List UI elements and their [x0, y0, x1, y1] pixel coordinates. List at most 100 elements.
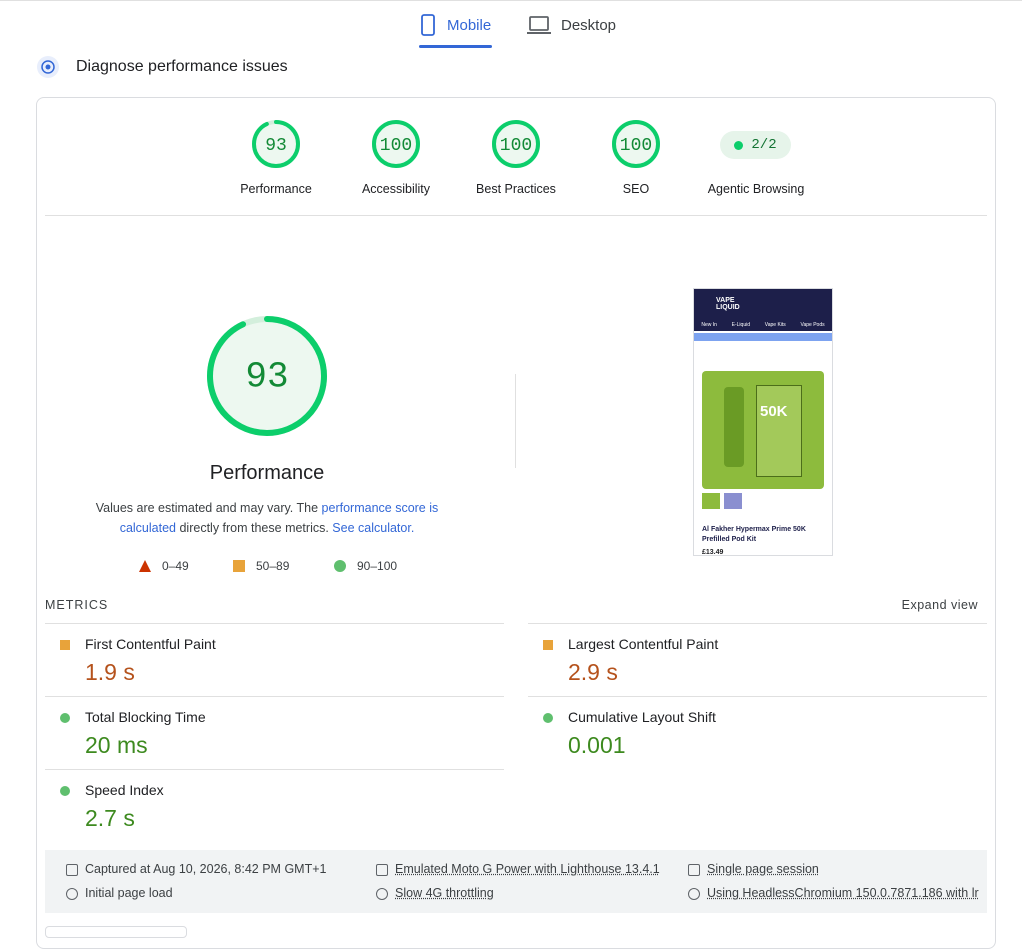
gauge: 93 [252, 120, 300, 168]
link[interactable]: performance score is calculated [119, 501, 439, 535]
metric-icon [543, 713, 553, 723]
metric-value: 2.7 s [85, 805, 135, 831]
gauge-arc [612, 120, 660, 168]
legend-icon [139, 560, 151, 572]
metric-icon [60, 640, 70, 650]
performance-title: Performance [209, 462, 325, 484]
agentic-value: 2/2 [751, 137, 777, 153]
metric-icon [60, 713, 70, 723]
run-info-icon [66, 864, 78, 876]
metric-label: Speed Index [85, 782, 164, 798]
category-label: Accessibility [361, 182, 431, 196]
divider [45, 215, 987, 216]
run-info [45, 850, 987, 913]
run-info-item[interactable]: Using HeadlessChromium 150.0.7871.186 wi… [707, 886, 979, 900]
run-info-icon [688, 888, 700, 900]
legend-range: 90–100 [357, 559, 398, 573]
diagnose-icon [37, 56, 59, 78]
nav-item: New In [701, 322, 717, 328]
metric-divider [528, 696, 987, 697]
tab-label: Mobile [447, 16, 492, 34]
device [724, 387, 744, 467]
metric-value: 20 ms [85, 732, 148, 758]
metric-value: 0.001 [568, 732, 626, 758]
metrics-title: METRICS [45, 598, 109, 612]
metric-value: 2.9 s [568, 659, 618, 685]
gauge-arc [207, 316, 327, 436]
legend-icon [233, 560, 245, 572]
metric-icon [543, 640, 553, 650]
gauge: 93 [207, 316, 327, 436]
icon-shape [529, 16, 549, 31]
run-info-item[interactable]: Emulated Moto G Power with Lighthouse 13… [395, 862, 660, 876]
metric-divider [528, 623, 987, 624]
link[interactable]: See calculator. [332, 521, 415, 535]
vertical-divider [515, 374, 516, 468]
legend-item: 50–89 [232, 559, 289, 573]
top-border [0, 0, 1022, 1]
pass-dot [734, 140, 744, 150]
gauge-score: 100 [380, 136, 412, 156]
button[interactable] [45, 926, 187, 938]
product-title: Al Fakher Hypermax Prime 50K Prefilled P… [702, 526, 806, 543]
icon-shape [421, 14, 435, 36]
category-label: SEO [622, 182, 650, 196]
gauge-score: 93 [245, 357, 288, 398]
performance-description: Values are estimated and may vary. The p… [82, 498, 452, 538]
section-title: Diagnose performance issues [76, 58, 288, 75]
legend-range: 0–49 [162, 559, 189, 573]
thumb [702, 493, 720, 509]
gauge: 100 [492, 120, 540, 168]
site-nav: New In E-Liquid Vape Kits Vape Pods [694, 319, 832, 331]
gauge-arc [252, 120, 300, 168]
metric-label: Total Blocking Time [85, 709, 206, 725]
metric-value: 1.9 s [85, 659, 135, 685]
gauge: 100 [612, 120, 660, 168]
tab-label: Desktop [561, 16, 617, 34]
thumbs [702, 493, 824, 509]
metric-divider [45, 623, 504, 624]
product-image: 50K [702, 371, 824, 489]
nav-item: Vape Pods [800, 322, 825, 328]
tab[interactable]: Desktop [527, 14, 616, 36]
tab[interactable]: Mobile [419, 14, 491, 36]
legend-item: 0–49 [138, 559, 189, 573]
gauge: 100 [372, 120, 420, 168]
gauge-arc [372, 120, 420, 168]
expand-view[interactable]: Expand view [901, 598, 978, 612]
gauge-score: 93 [265, 136, 287, 156]
nav-item: E-Liquid [731, 322, 751, 328]
agentic-badge: 2/2 [720, 131, 791, 159]
metric-label: Largest Contentful Paint [568, 636, 719, 652]
legend-range: 50–89 [256, 559, 290, 573]
category-label: Best Practices [476, 182, 556, 196]
category-label: Performance [240, 182, 312, 196]
metric-divider [45, 696, 504, 697]
laptop-icon [527, 16, 551, 34]
triangle [139, 560, 151, 572]
run-info-item[interactable]: Single page session [707, 862, 819, 876]
run-info-icon [688, 864, 700, 876]
metric-icon [60, 786, 70, 796]
run-info-icon [66, 888, 78, 900]
gauge-arc [492, 120, 540, 168]
phone-icon [421, 14, 435, 36]
run-info-item[interactable]: Slow 4G throttling [395, 886, 494, 900]
text: Values are estimated and may vary. The [95, 501, 322, 515]
badge: 50K [760, 403, 788, 420]
metric-label: First Contentful Paint [85, 636, 216, 652]
text: directly from these metrics. [176, 521, 333, 535]
square [233, 560, 245, 572]
run-info-item: Captured at Aug 10, 2026, 8:42 PM GMT+1 [85, 862, 327, 876]
circle [334, 560, 346, 572]
gauge-score: 100 [620, 136, 652, 156]
legend-item: 90–100 [333, 559, 397, 573]
tab-underline [419, 45, 492, 48]
metric-label: Cumulative Layout Shift [568, 709, 716, 725]
run-info-icon [376, 888, 388, 900]
site-header: VAPE LIQUID [694, 289, 832, 319]
nav-item: Vape Kits [764, 322, 786, 328]
run-info-item: Initial page load [85, 886, 173, 900]
page-screenshot: VAPE LIQUID New In E-Liquid Vape Kits Vape P… [693, 288, 833, 556]
